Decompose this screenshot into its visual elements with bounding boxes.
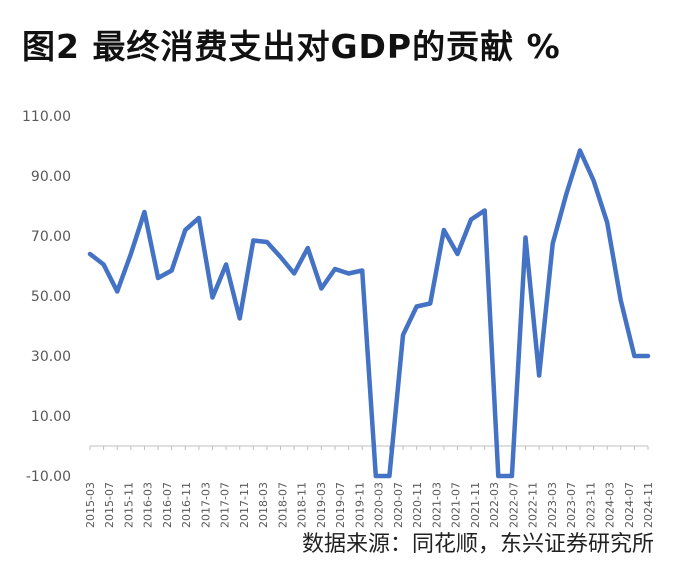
- x-tick-label: 2019-03: [315, 482, 328, 528]
- x-tick-label: 2021-07: [450, 482, 463, 528]
- x-tick-label: 2016-11: [180, 482, 193, 528]
- x-tick-label: 2017-11: [238, 482, 251, 528]
- x-tick-label: 2021-11: [469, 482, 482, 528]
- y-tick-label: 30.00: [31, 349, 71, 365]
- x-tick-label: 2016-07: [161, 482, 174, 528]
- x-tick-label: 2016-03: [142, 482, 155, 528]
- x-tick-label: 2015-07: [103, 482, 116, 528]
- series-line: [87, 148, 651, 479]
- x-tick-label: 2024-07: [623, 482, 636, 528]
- x-tick-label: 2018-07: [276, 482, 289, 528]
- x-tick-label: 2018-11: [296, 482, 309, 528]
- y-tick-label: 70.00: [31, 229, 71, 245]
- x-axis-labels: 2015-03 2015-07 2015-11 2016-03 2016-07 2016-…: [84, 482, 655, 528]
- y-tick-label: 90.00: [31, 169, 71, 185]
- y-tick-label: 10.00: [31, 409, 71, 425]
- x-tick-label: 2021-03: [430, 482, 443, 528]
- x-tick-label: 2017-07: [219, 482, 232, 528]
- y-axis-labels: 110.00 90.00 70.00 50.00 30.00 10.00 -10.00: [22, 109, 71, 485]
- x-tick-label: 2015-11: [122, 482, 135, 528]
- x-tick-label: 2019-07: [334, 482, 347, 528]
- source-note: 数据来源：同花顺，东兴证券研究所: [301, 532, 654, 557]
- x-tick-label: 2022-03: [488, 482, 501, 528]
- x-tick-label: 2020-11: [411, 482, 424, 528]
- x-tick-label: 2024-11: [642, 482, 655, 528]
- x-tick-label: 2023-11: [584, 482, 597, 528]
- x-tick-label: 2024-03: [604, 482, 617, 528]
- y-tick-label: 50.00: [31, 289, 71, 305]
- x-tick-label: 2019-11: [353, 482, 366, 528]
- chart-title: 图2 最终消费支出对GDP的贡献 %: [22, 27, 561, 66]
- series-group: [87, 148, 651, 479]
- x-tick-label: 2022-11: [527, 482, 540, 528]
- x-tick-label: 2018-03: [257, 482, 270, 528]
- x-tick-label: 2020-07: [392, 482, 405, 528]
- x-tick-label: 2017-03: [199, 482, 212, 528]
- x-tick-label: 2023-07: [565, 482, 578, 528]
- x-tick-label: 2022-07: [507, 482, 520, 528]
- x-tick-label: 2023-03: [546, 482, 559, 528]
- x-tick-label: 2015-03: [84, 482, 97, 528]
- y-tick-label: 110.00: [22, 109, 71, 125]
- x-axis: [89, 445, 649, 450]
- x-tick-label: 2020-03: [373, 482, 386, 528]
- y-tick-label: -10.00: [26, 469, 71, 485]
